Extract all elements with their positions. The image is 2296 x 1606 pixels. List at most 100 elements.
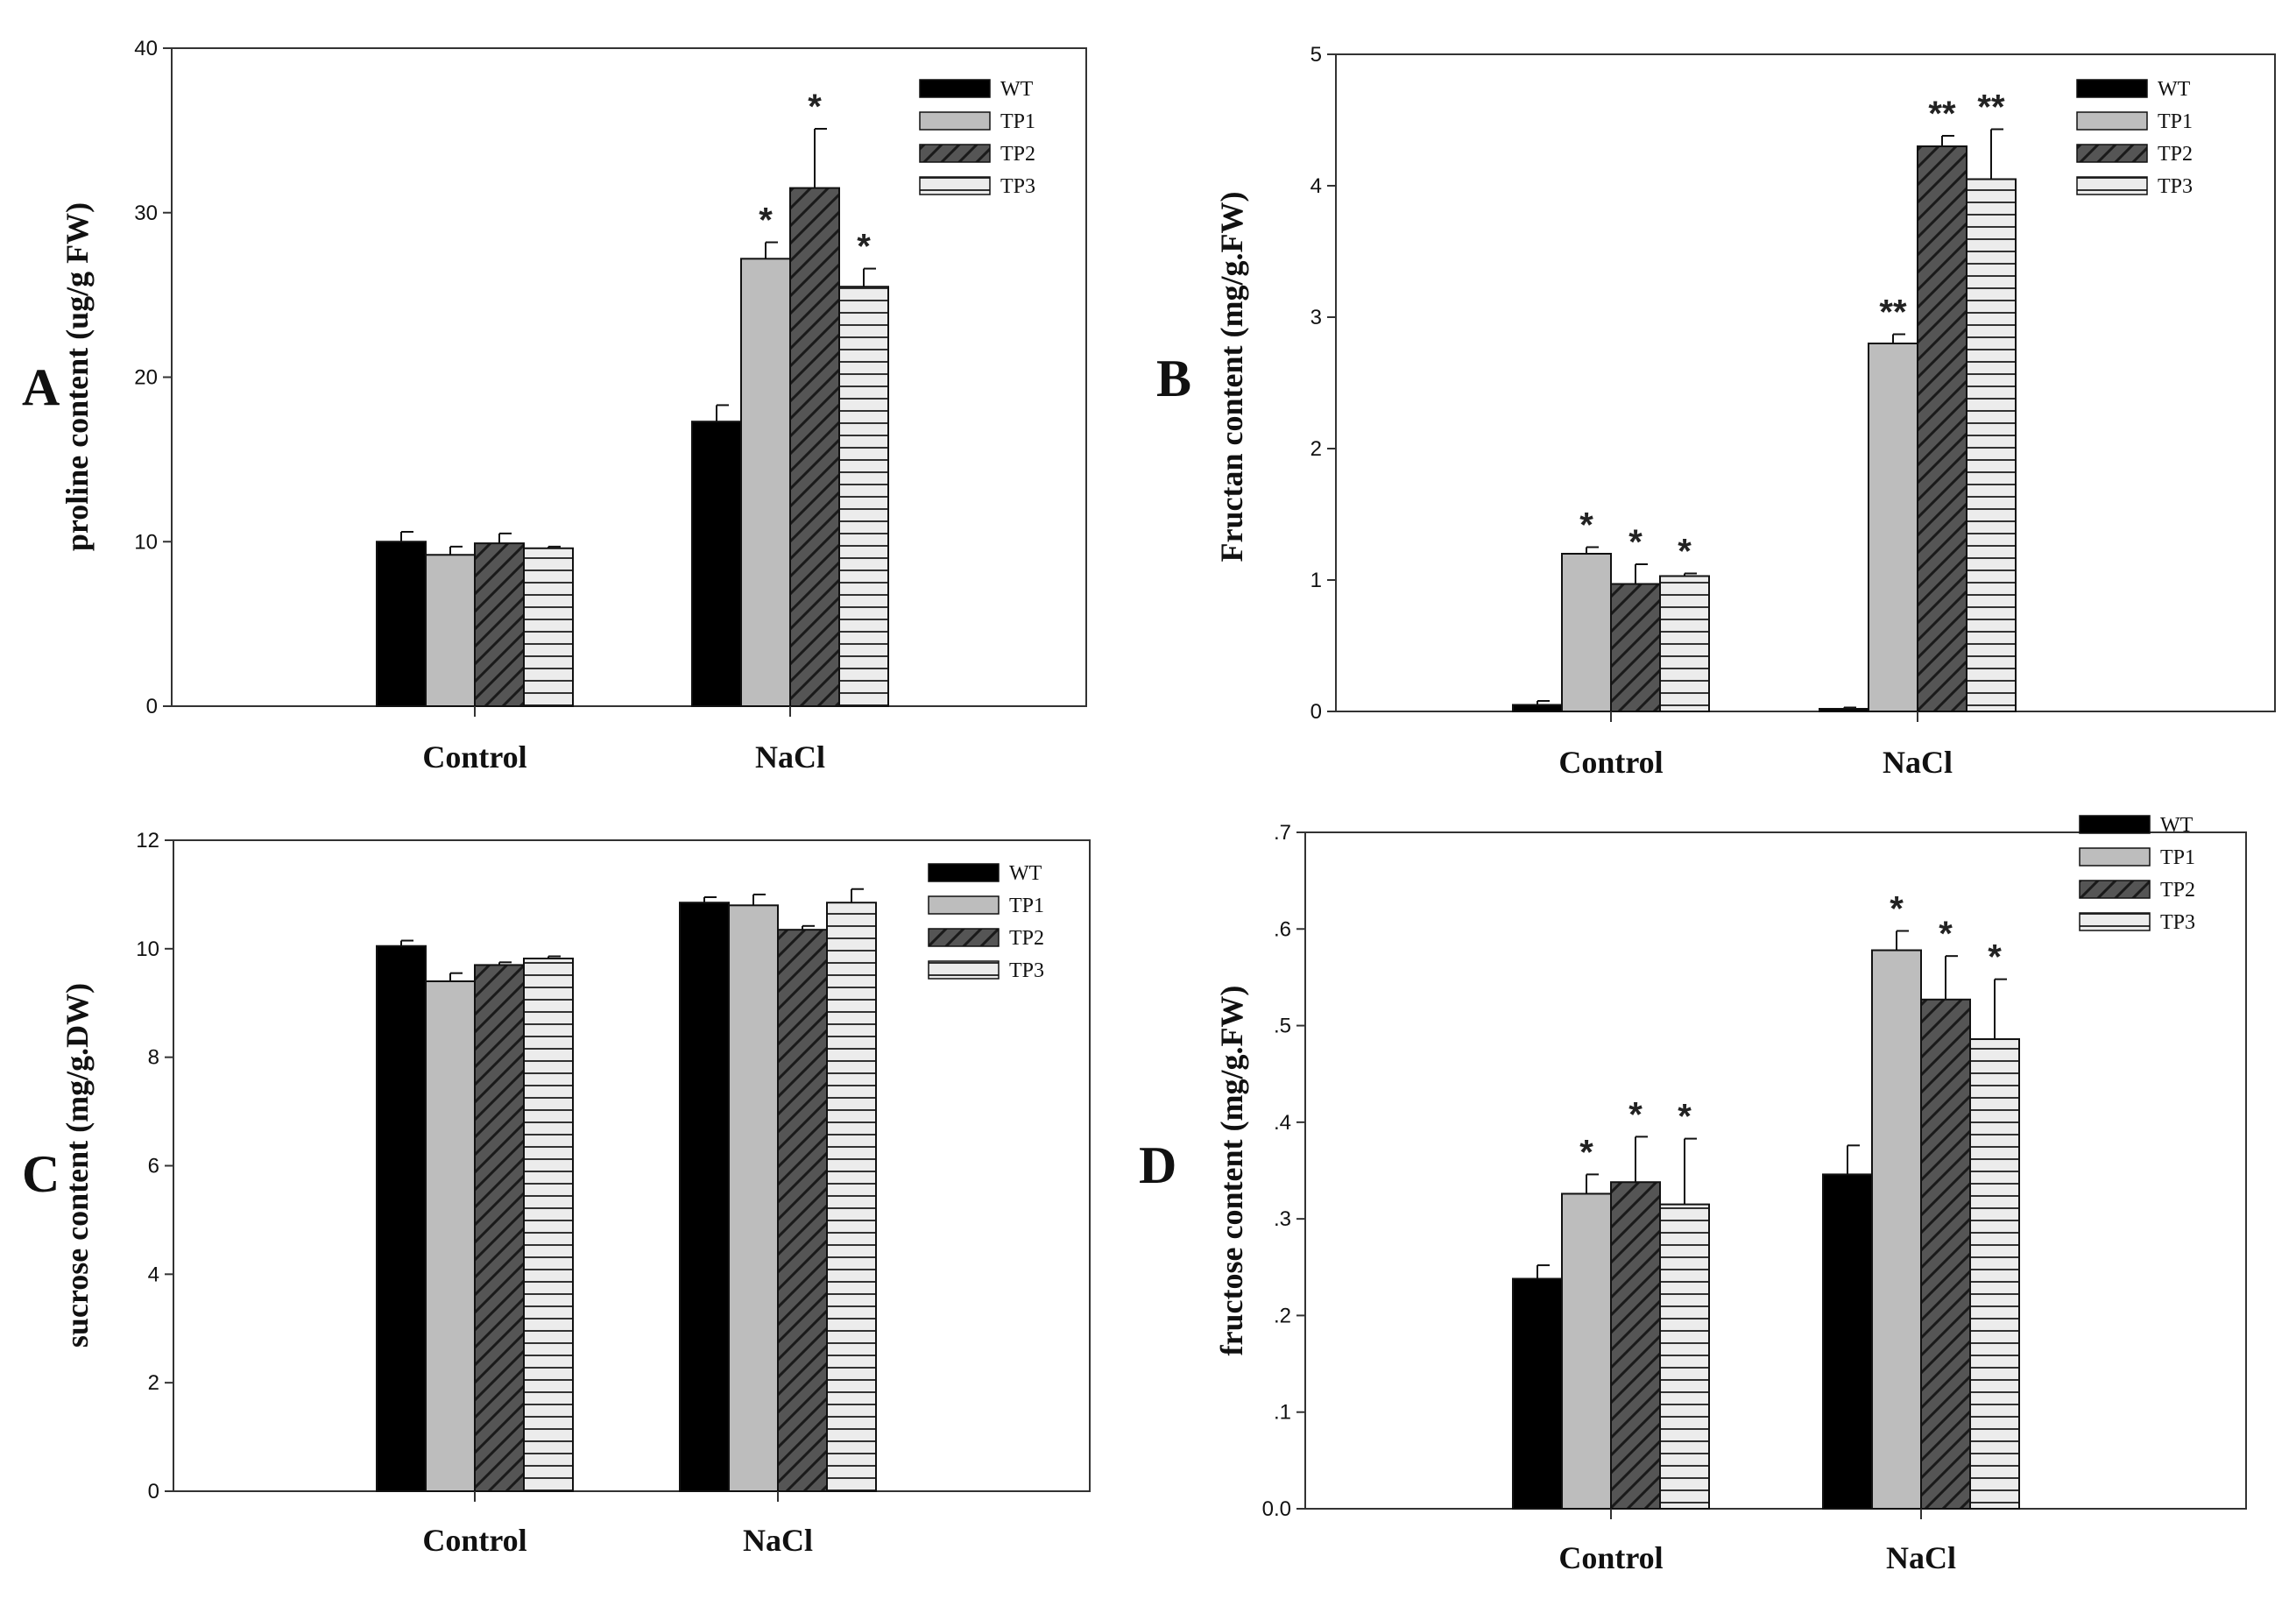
significance-mark: * <box>1939 915 1953 953</box>
legend-label-wt: WT <box>2160 814 2194 837</box>
y-tick-label: .4 <box>1274 1111 1291 1135</box>
legend-swatch-tp2 <box>928 928 1000 947</box>
legend: WT TP1 TP2 TP3 <box>919 78 1035 198</box>
significance-mark: * <box>1579 506 1593 545</box>
y-tick-label: .2 <box>1274 1304 1291 1327</box>
bar-tp2-control <box>1610 1181 1661 1510</box>
y-tick-label: 6 <box>148 1155 159 1178</box>
legend-label-tp1: TP1 <box>2158 110 2193 133</box>
y-axis-title: sucrose content (mg/g.DW) <box>60 983 95 1348</box>
bar-tp3-control <box>1659 575 1710 712</box>
y-tick-label: 2 <box>1310 437 1322 461</box>
bar-tp1-nacl <box>1871 949 1922 1510</box>
significance-mark: * <box>1678 1098 1692 1136</box>
bar-tp2-control <box>1610 583 1661 712</box>
panel-letter: C <box>22 1145 60 1203</box>
bar-wt-nacl <box>679 902 730 1493</box>
legend-swatch-tp1 <box>928 895 1000 915</box>
legend-swatch-wt <box>2076 79 2148 98</box>
significance-mark: * <box>1988 938 2002 977</box>
legend-swatch-tp2 <box>2079 880 2151 899</box>
bar-tp2-nacl <box>789 187 840 707</box>
y-tick-label: .7 <box>1274 821 1291 845</box>
significance-mark: * <box>1678 533 1692 571</box>
category-label-control: Control <box>1558 1540 1663 1575</box>
y-tick-label: .5 <box>1274 1015 1291 1038</box>
legend: WT TP1 TP2 TP3 <box>2079 814 2195 934</box>
significance-mark: ** <box>1879 294 1907 332</box>
significance-mark: * <box>1628 1095 1643 1134</box>
legend-swatch-wt <box>919 79 991 98</box>
panel-letter: A <box>22 358 60 416</box>
y-tick-label: 40 <box>134 37 158 60</box>
legend-label-wt: WT <box>1009 862 1042 885</box>
bar-tp1-control <box>1561 553 1612 712</box>
y-tick-label: 10 <box>134 530 158 554</box>
legend-label-tp3: TP3 <box>1009 959 1044 982</box>
significance-mark: * <box>1890 889 1904 928</box>
bar-tp1-nacl <box>740 258 791 707</box>
legend-label-tp3: TP3 <box>1000 175 1035 198</box>
panel-a: 0 10 20 30 40 proline content (ug/g FW)A Contr… <box>22 37 1087 775</box>
significance-mark: ** <box>1928 95 1956 133</box>
y-tick-label: 8 <box>148 1046 159 1070</box>
category-label-control: Control <box>422 739 526 775</box>
legend-label-tp1: TP1 <box>2160 846 2195 869</box>
category-label-nacl: NaCl <box>755 739 825 775</box>
bar-tp2-control <box>474 542 525 707</box>
bar-tp1-control <box>425 554 476 708</box>
y-tick-label: 0 <box>1310 700 1322 724</box>
y-tick-label: 12 <box>136 829 159 853</box>
bar-tp1-nacl <box>728 904 779 1493</box>
panel-letter: B <box>1156 350 1191 407</box>
legend-label-tp2: TP2 <box>2160 879 2195 902</box>
y-tick-label: 30 <box>134 202 158 225</box>
y-tick-label: .1 <box>1274 1401 1291 1425</box>
significance-mark: ** <box>1977 88 2005 127</box>
bar-tp3-nacl <box>838 286 889 707</box>
bar-tp3-nacl <box>1969 1038 2020 1510</box>
y-tick-label: 1 <box>1310 569 1322 592</box>
legend-swatch-tp2 <box>2076 144 2148 163</box>
y-axis-title: fructose content (mg/g.FW) <box>1214 986 1249 1356</box>
y-tick-label: 2 <box>148 1371 159 1395</box>
legend: WT TP1 TP2 TP3 <box>928 862 1044 982</box>
legend-swatch-tp3 <box>2079 912 2151 931</box>
category-label-control: Control <box>1558 745 1663 780</box>
category-label-nacl: NaCl <box>1883 745 1953 780</box>
legend-label-tp2: TP2 <box>2158 143 2193 166</box>
legend-label-wt: WT <box>1000 78 1034 101</box>
plot-frame <box>1335 53 2276 712</box>
y-axis-title: Fructan content (mg/g.FW) <box>1214 192 1249 562</box>
y-tick-label: .3 <box>1274 1207 1291 1231</box>
y-tick-label: 3 <box>1310 306 1322 329</box>
legend-label-tp1: TP1 <box>1009 895 1044 917</box>
y-tick-label: 0 <box>146 695 158 718</box>
legend-swatch-tp1 <box>919 111 991 131</box>
bar-wt-control <box>1512 704 1563 712</box>
legend-swatch-wt <box>2079 815 2151 834</box>
y-tick-label: 10 <box>136 937 159 961</box>
bar-tp2-nacl <box>777 929 828 1492</box>
bar-wt-nacl <box>691 421 742 707</box>
panel-d: 0.0 .1 .2 .3 .4 .5 .6 .7 fructose content (mg/g.… <box>1139 814 2247 1575</box>
legend-swatch-tp1 <box>2079 847 2151 867</box>
legend: WT TP1 TP2 TP3 <box>2076 78 2193 198</box>
bar-tp1-control <box>1561 1192 1612 1510</box>
panel-c: 0 2 4 6 8 10 12 sucrose content (mg/g.DW)C Contr… <box>22 829 1091 1558</box>
legend-label-tp3: TP3 <box>2160 911 2195 934</box>
bar-wt-control <box>1512 1277 1563 1510</box>
bar-tp3-nacl <box>826 902 877 1493</box>
legend-label-wt: WT <box>2158 78 2191 101</box>
y-tick-label: .6 <box>1274 917 1291 941</box>
y-tick-label: 0.0 <box>1262 1497 1291 1521</box>
bar-wt-control <box>376 541 427 707</box>
category-label-nacl: NaCl <box>1886 1540 1956 1575</box>
bar-tp2-control <box>474 964 525 1492</box>
significance-mark: * <box>759 202 773 240</box>
category-label-nacl: NaCl <box>743 1523 813 1558</box>
y-tick-label: 0 <box>148 1480 159 1503</box>
significance-mark: * <box>808 88 822 126</box>
